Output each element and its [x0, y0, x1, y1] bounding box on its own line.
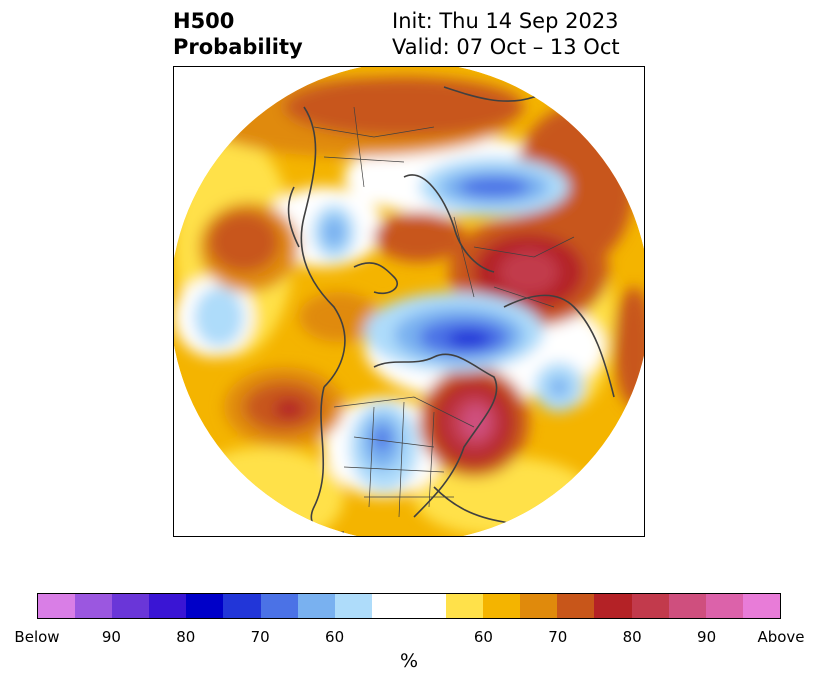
colorbar-segment: [112, 594, 150, 618]
map-panel: [173, 66, 645, 537]
colorbar-segment: [705, 594, 743, 618]
colorbar-tick-label: 60: [473, 628, 493, 646]
init-date: Init: Thu 14 Sep 2023: [392, 9, 619, 33]
colorbar-segment: [446, 594, 484, 618]
colorbar-segment: [75, 594, 113, 618]
colorbar-tick-label: 80: [622, 628, 642, 646]
colorbar-tick-label: Below: [14, 628, 60, 646]
colorbar-segment: [668, 594, 706, 618]
colorbar: [37, 593, 781, 619]
colorbar-segment: [557, 594, 595, 618]
colorbar-segment: [408, 594, 447, 618]
colorbar-segment: [260, 594, 298, 618]
probability-field: [174, 67, 644, 536]
colorbar-tick-label: 70: [250, 628, 270, 646]
colorbar-tick-label: 60: [325, 628, 345, 646]
colorbar-segment: [371, 594, 409, 618]
chart-title-right: Init: Thu 14 Sep 2023 Valid: 07 Oct – 13…: [392, 8, 620, 60]
colorbar-tick-label: 70: [548, 628, 568, 646]
colorbar-tick-label: 80: [176, 628, 196, 646]
colorbar-segment: [631, 594, 669, 618]
colorbar-segment: [223, 594, 261, 618]
title-variable: H500: [173, 9, 235, 33]
colorbar-tick-label: 90: [101, 628, 121, 646]
probability-map: [174, 67, 644, 536]
valid-period: Valid: 07 Oct – 13 Oct: [392, 35, 620, 59]
colorbar-unit: %: [399, 650, 419, 672]
chart-title-left: H500 Probability: [173, 8, 303, 60]
colorbar-segment: [38, 594, 76, 618]
colorbar-segment: [483, 594, 521, 618]
title-product: Probability: [173, 35, 303, 59]
colorbar-segment: [334, 594, 372, 618]
colorbar-segment: [149, 594, 187, 618]
borders: [313, 106, 575, 518]
colorbar-segment: [594, 594, 632, 618]
colorbar-tick-label: Above: [757, 628, 805, 646]
colorbar-segment: [520, 594, 558, 618]
colorbar-tick-label: 90: [697, 628, 717, 646]
colorbar-segment: [742, 594, 780, 618]
colorbar-segment: [297, 594, 335, 618]
colorbar-segment: [186, 594, 224, 618]
